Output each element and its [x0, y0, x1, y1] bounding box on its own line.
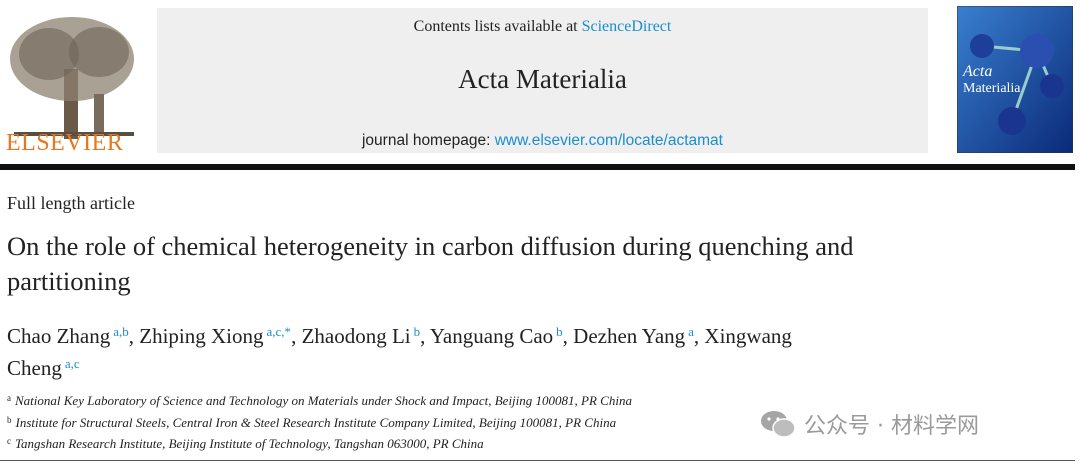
- affiliation-key: b: [7, 414, 12, 425]
- author-affiliation-marks: a,c: [64, 356, 80, 371]
- author: Zhiping Xiong a,c,*,: [139, 324, 296, 348]
- author-name: Zhaodong Li: [301, 324, 411, 348]
- affiliation-text: National Key Laboratory of Science and T…: [15, 393, 632, 408]
- article-type: Full length article: [7, 193, 135, 213]
- affiliation: a National Key Laboratory of Science and …: [7, 389, 632, 411]
- author: Xingwang Cheng a,c: [7, 324, 792, 380]
- author-separator: ,: [693, 324, 700, 348]
- author-affiliation-marks: a,c,*: [266, 324, 292, 339]
- contents-prefix: Contents lists available at: [413, 18, 578, 35]
- affiliation-key: a: [7, 393, 11, 403]
- sciencedirect-link[interactable]: ScienceDirect: [581, 18, 672, 35]
- affiliation-list: a National Key Laboratory of Science and …: [7, 389, 632, 454]
- author-affiliation-marks: a: [688, 324, 694, 339]
- author-separator: ,: [562, 324, 568, 348]
- homepage-prefix: journal homepage:: [361, 132, 491, 149]
- author-name: Dezhen Yang: [573, 324, 686, 348]
- journal-name: Acta Materialia: [458, 64, 627, 94]
- author: Zhaodong Li b,: [302, 324, 426, 348]
- contents-line: Contents lists available at ScienceDirec…: [157, 18, 928, 36]
- author-name: Chao Zhang: [7, 324, 111, 348]
- author: Dezhen Yang a,: [573, 324, 699, 348]
- affiliation-text: Institute for Structural Steels, Central…: [15, 414, 617, 430]
- homepage-line: journal homepage: www.elsevier.com/locat…: [157, 132, 928, 150]
- author-name: Yanguang Cao: [429, 324, 554, 348]
- article-title: On the role of chemical heterogeneity in…: [7, 231, 854, 296]
- affiliation-text: Tangshan Research Institute, Beijing Ins…: [15, 436, 484, 451]
- wechat-icon: [761, 411, 796, 438]
- author-separator: ,: [128, 324, 135, 348]
- affiliation: c Tangshan Research Institute, Beijing In…: [7, 432, 632, 454]
- author-name: Zhiping Xiong: [139, 324, 264, 348]
- cover-title: Materialia: [963, 81, 1021, 96]
- affiliation-key: c: [7, 436, 11, 446]
- bottom-rule: [0, 460, 1075, 461]
- journal-cover: Acta Materialia: [957, 6, 1073, 153]
- author-affiliation-marks: b: [556, 324, 563, 339]
- publisher-name: ELSEVIER: [6, 130, 124, 156]
- cover-title: Acta: [962, 63, 992, 80]
- author-name: Xingwang Cheng: [7, 324, 792, 380]
- author-affiliation-marks: a,b: [113, 324, 129, 339]
- watermark-text: 公众号 · 材料学网: [804, 414, 979, 439]
- homepage-link[interactable]: www.elsevier.com/locate/actamat: [494, 132, 723, 149]
- author-list: Chao Zhang a,b, Zhiping Xiong a,c,*, Zhaod…: [7, 318, 837, 382]
- journal-banner: Contents lists available at ScienceDirec…: [157, 8, 928, 153]
- author-affiliation-marks: b: [413, 324, 421, 339]
- author-separator: ,: [291, 324, 297, 348]
- author: Chao Zhang a,b,: [7, 324, 134, 348]
- watermark: 公众号 · 材料学网: [760, 408, 979, 440]
- header-rule: [0, 164, 1075, 170]
- publisher-logo: [10, 17, 134, 139]
- affiliation: b Institute for Structural Steels, Centra…: [7, 411, 632, 433]
- author: Yanguang Cao b,: [430, 324, 568, 348]
- author-separator: ,: [420, 324, 426, 348]
